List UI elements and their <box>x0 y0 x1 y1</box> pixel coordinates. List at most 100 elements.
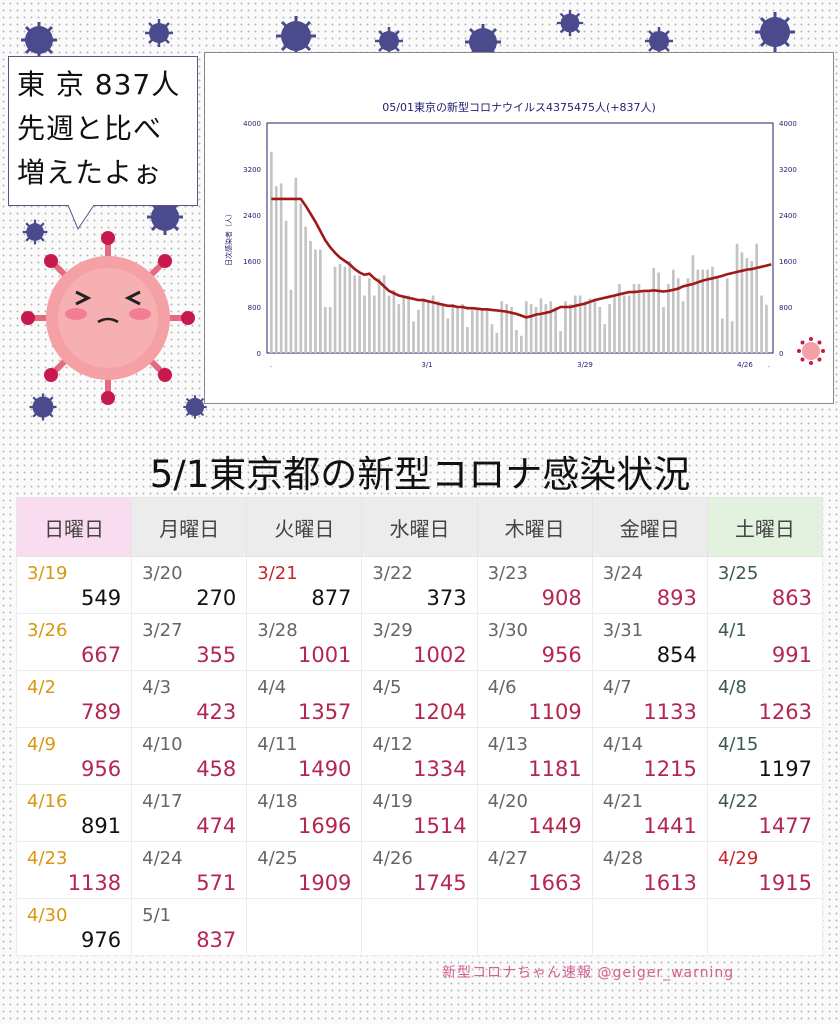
weekday-header: 金曜日 <box>591 497 708 557</box>
y-tick-label-right: 800 <box>779 304 792 312</box>
cell-count: 1138 <box>67 871 122 895</box>
bar <box>446 318 450 353</box>
bar <box>696 269 700 353</box>
bar <box>642 292 646 353</box>
bar <box>706 269 709 353</box>
cell-date: 4/19 <box>372 791 413 812</box>
bar <box>289 289 293 353</box>
bar <box>564 301 567 353</box>
calendar-cell: 4/16 891 <box>15 784 133 842</box>
bar <box>549 301 553 353</box>
x-tick-label: 3/29 <box>577 361 593 369</box>
y-tick-label-left: 3200 <box>243 166 261 174</box>
weekday-header: 水曜日 <box>361 497 478 557</box>
bar <box>343 266 347 353</box>
cell-date: 4/5 <box>372 677 402 698</box>
bar <box>725 278 729 353</box>
virus-decoration-icon <box>183 395 207 419</box>
bar <box>720 318 724 353</box>
bar <box>323 307 327 353</box>
chart-title: 05/01東京の新型コロナウイルス4375475人(+837人) <box>382 101 656 114</box>
cell-date: 4/26 <box>372 848 413 869</box>
calendar-cell <box>361 898 478 956</box>
bar <box>569 304 572 353</box>
bar <box>578 295 582 353</box>
bar <box>711 266 714 353</box>
bar <box>745 258 749 353</box>
calendar-cell: 4/1 991 <box>706 613 824 671</box>
cell-date: 3/23 <box>487 563 528 584</box>
calendar-week-row: 4/2 789 4/3 423 4/4 1357 4/5 1204 4/6 1109 4/7 1133… <box>15 670 824 728</box>
bar <box>358 275 361 353</box>
cell-count: 1181 <box>528 757 582 781</box>
cell-count: 1263 <box>758 700 812 724</box>
bar <box>299 203 303 353</box>
cell-count: 1449 <box>528 814 582 838</box>
cell-date: 4/24 <box>142 848 183 869</box>
y-tick-label-right: 3200 <box>779 166 797 174</box>
cell-date: 4/23 <box>27 848 68 869</box>
weekday-header-row: 日曜日 月曜日 火曜日 水曜日 木曜日 金曜日 土曜日 <box>15 497 824 557</box>
cell-count: 1002 <box>413 643 467 667</box>
cell-count: 1745 <box>413 871 467 895</box>
cell-date: 4/28 <box>602 848 644 869</box>
calendar-cell: 3/25 863 <box>706 556 824 614</box>
cell-count: 458 <box>196 757 237 781</box>
bar <box>431 295 435 353</box>
virus-decoration-icon <box>556 9 584 37</box>
bar <box>520 335 523 353</box>
cell-date: 4/7 <box>602 677 632 698</box>
bar <box>534 307 538 353</box>
cell-date: 3/25 <box>717 563 759 584</box>
calendar-week-row: 4/30 976 5/1 837 <box>15 898 824 956</box>
virus-decoration-icon <box>645 27 673 55</box>
bar <box>475 309 479 353</box>
bar <box>686 278 690 353</box>
bar <box>618 284 621 353</box>
bar <box>765 304 768 353</box>
virus-decoration-icon <box>145 19 173 47</box>
cell-date: 3/27 <box>142 620 183 641</box>
bar <box>368 278 371 353</box>
bar <box>456 307 459 353</box>
calendar-cell: 3/19 549 <box>15 556 133 614</box>
bar <box>353 275 357 353</box>
cell-count: 549 <box>81 586 122 610</box>
cell-date: 4/6 <box>487 677 517 698</box>
bar <box>279 183 283 353</box>
virus-decoration-icon <box>465 24 501 60</box>
bar <box>510 307 513 353</box>
calendar-cell: 4/4 1357 <box>246 670 363 728</box>
bar <box>760 295 763 353</box>
bar <box>392 289 396 353</box>
cell-count: 1915 <box>758 871 812 895</box>
cell-date: 4/25 <box>257 848 298 869</box>
cell-count: 1204 <box>413 700 467 724</box>
bar <box>421 298 425 353</box>
calendar-cell: 4/24 571 <box>131 841 248 899</box>
calendar-cell: 3/28 1001 <box>246 613 363 671</box>
calendar-cell: 4/15 1197 <box>706 727 824 785</box>
cell-count: 423 <box>196 700 237 724</box>
calendar-cell: 3/20 270 <box>131 556 248 614</box>
bar <box>559 331 562 353</box>
bar <box>593 298 597 353</box>
bar <box>377 278 381 353</box>
calendar-cell: 3/29 1002 <box>361 613 478 671</box>
cell-date: 4/21 <box>602 791 644 812</box>
cell-date: 4/20 <box>487 791 528 812</box>
calendar-cell <box>246 898 363 956</box>
bar <box>426 301 430 353</box>
speech-bubble: 東 京 837人 先週と比べ 増えたよぉ <box>8 56 198 206</box>
calendar-cell <box>591 898 708 956</box>
average-line <box>271 197 772 319</box>
bar <box>613 295 616 353</box>
cell-date: 4/13 <box>487 734 528 755</box>
cell-count: 837 <box>196 928 237 952</box>
y-tick-label-right: 2400 <box>779 212 797 220</box>
bar <box>598 307 602 353</box>
cell-date: 4/1 <box>717 620 747 641</box>
bar <box>451 304 455 353</box>
cell-count: 355 <box>196 643 237 667</box>
bar <box>397 304 401 353</box>
